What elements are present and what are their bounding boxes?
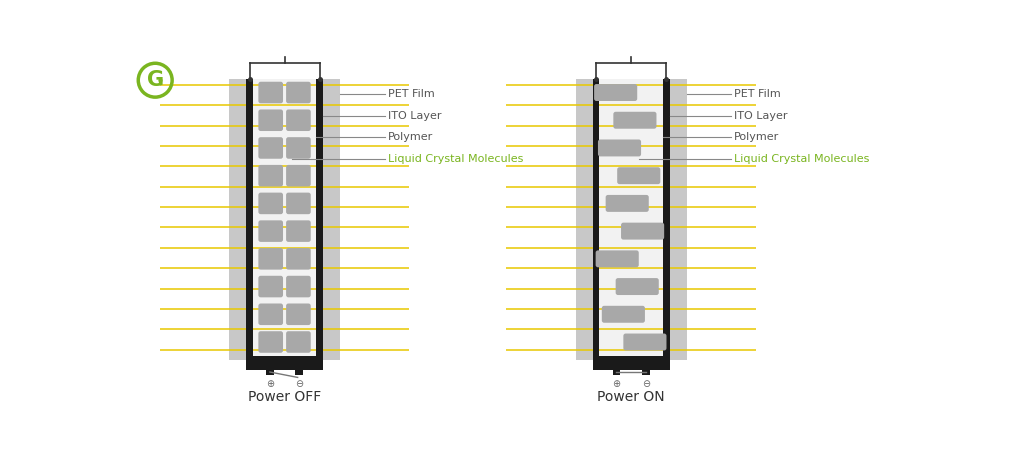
FancyBboxPatch shape (286, 220, 310, 242)
Text: ITO Layer: ITO Layer (388, 111, 441, 121)
FancyBboxPatch shape (602, 306, 645, 323)
Bar (295, 370, 303, 375)
Text: ⊕: ⊕ (612, 379, 621, 389)
FancyBboxPatch shape (605, 195, 649, 212)
Text: Polymer: Polymer (734, 132, 779, 142)
FancyBboxPatch shape (286, 331, 310, 353)
FancyBboxPatch shape (621, 223, 665, 239)
FancyBboxPatch shape (258, 220, 283, 242)
Text: ITO Layer: ITO Layer (734, 111, 787, 121)
FancyBboxPatch shape (286, 137, 310, 159)
Bar (246, 79, 253, 360)
FancyBboxPatch shape (615, 278, 658, 295)
FancyBboxPatch shape (258, 248, 283, 269)
Text: Liquid Crystal Molecules: Liquid Crystal Molecules (388, 154, 523, 164)
FancyBboxPatch shape (624, 333, 667, 350)
FancyBboxPatch shape (617, 167, 660, 184)
FancyBboxPatch shape (258, 137, 283, 159)
Bar (246, 356, 323, 370)
Bar (593, 356, 670, 370)
Text: ⊖: ⊖ (295, 379, 303, 389)
FancyBboxPatch shape (286, 82, 310, 103)
Text: G: G (147, 70, 165, 90)
Bar (575, 79, 686, 360)
FancyBboxPatch shape (258, 331, 283, 353)
FancyBboxPatch shape (286, 248, 310, 269)
Bar (266, 370, 273, 375)
Text: PET Film: PET Film (734, 89, 781, 99)
Bar (593, 79, 599, 360)
FancyBboxPatch shape (286, 304, 310, 325)
Bar (253, 79, 316, 360)
Bar (599, 79, 663, 360)
FancyBboxPatch shape (258, 165, 283, 187)
FancyBboxPatch shape (594, 84, 637, 101)
FancyBboxPatch shape (258, 82, 283, 103)
FancyBboxPatch shape (596, 250, 639, 267)
FancyBboxPatch shape (286, 193, 310, 214)
Text: Polymer: Polymer (388, 132, 433, 142)
FancyBboxPatch shape (258, 109, 283, 131)
FancyBboxPatch shape (258, 276, 283, 297)
Text: PET Film: PET Film (388, 89, 434, 99)
Bar (229, 79, 340, 360)
FancyBboxPatch shape (598, 139, 641, 156)
Text: Liquid Crystal Molecules: Liquid Crystal Molecules (734, 154, 869, 164)
FancyBboxPatch shape (286, 276, 310, 297)
Bar (316, 79, 323, 360)
FancyBboxPatch shape (613, 112, 656, 129)
Text: Power ON: Power ON (597, 390, 665, 404)
Text: Power OFF: Power OFF (248, 390, 322, 404)
FancyBboxPatch shape (286, 109, 310, 131)
Bar (612, 370, 621, 375)
FancyBboxPatch shape (258, 304, 283, 325)
FancyBboxPatch shape (258, 193, 283, 214)
Text: ⊕: ⊕ (266, 379, 274, 389)
Text: ⊖: ⊖ (642, 379, 650, 389)
Bar (663, 79, 670, 360)
Bar (642, 370, 649, 375)
FancyBboxPatch shape (286, 165, 310, 187)
